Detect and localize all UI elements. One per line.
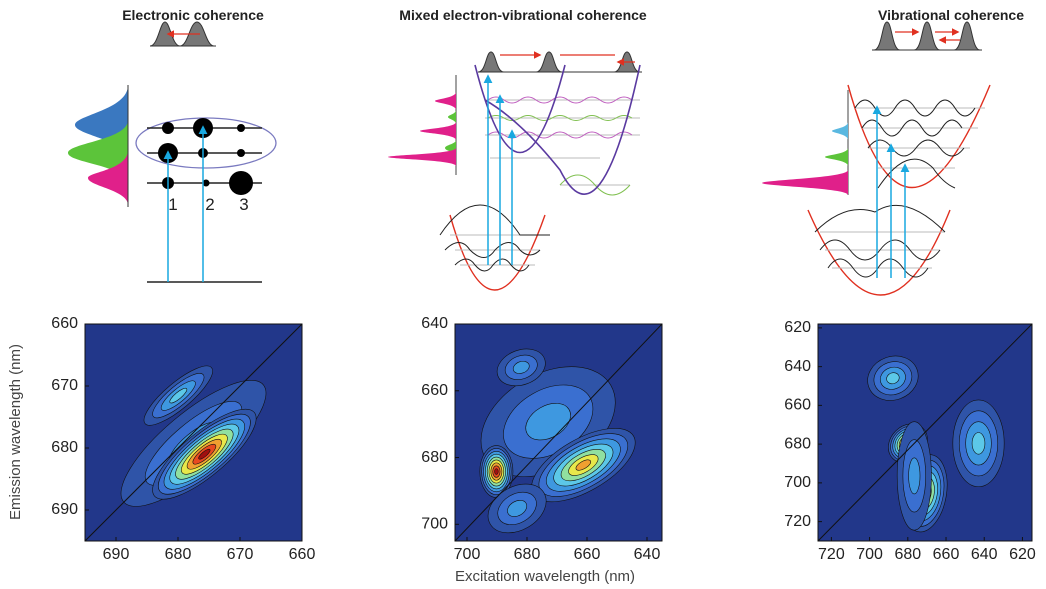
contour-level xyxy=(512,360,530,374)
x-tick-label: 660 xyxy=(289,546,316,563)
x-tick-label: 690 xyxy=(103,546,130,563)
x-tick-label: 620 xyxy=(1009,546,1036,563)
y-tick-label: 640 xyxy=(421,315,448,332)
x-tick-label: 720 xyxy=(818,546,845,563)
contour-level xyxy=(971,432,986,455)
panel-title: Mixed electron-vibrational coherence xyxy=(399,7,647,23)
x-tick-label: 700 xyxy=(454,546,481,563)
contour-level xyxy=(169,387,188,404)
electronic-diagram xyxy=(68,21,277,283)
panel-title: Electronic coherence xyxy=(122,7,264,23)
y-tick-label: 620 xyxy=(784,319,811,336)
contour-fill xyxy=(85,324,302,541)
x-tick-label: 640 xyxy=(634,546,661,563)
y-tick-label: 660 xyxy=(51,315,78,332)
x-tick-label: 700 xyxy=(856,546,883,563)
diagonal xyxy=(818,324,1032,541)
site-label: 1 xyxy=(168,195,177,214)
contour-level xyxy=(908,457,921,495)
x-tick-label: 660 xyxy=(933,546,960,563)
x-tick-label: 670 xyxy=(227,546,254,563)
y-tick-label: 680 xyxy=(421,449,448,466)
diagonal xyxy=(85,324,302,541)
contour-plot: 690 680 670 660 660 670 680 690 xyxy=(51,315,315,563)
contour-level xyxy=(886,372,900,385)
plot-frame xyxy=(817,323,1033,542)
contour-fill xyxy=(455,324,662,541)
y-tick-label: 680 xyxy=(51,439,78,456)
plot-frame xyxy=(84,323,303,542)
y-tick-label: 660 xyxy=(421,382,448,399)
site-label: 2 xyxy=(205,195,214,214)
contour-fill xyxy=(818,324,1032,541)
y-tick-label: 720 xyxy=(784,513,811,530)
site-label: 3 xyxy=(239,195,248,214)
contour-level xyxy=(575,459,592,471)
x-tick-label: 640 xyxy=(971,546,998,563)
y-tick-label: 680 xyxy=(784,435,811,452)
y-tick-label: 700 xyxy=(784,474,811,491)
y-tick-label: 690 xyxy=(51,501,78,518)
contour-plot: 700 680 660 640 640 660 680 700 xyxy=(421,315,663,563)
plot-frame xyxy=(454,323,663,542)
x-tick-label: 680 xyxy=(165,546,192,563)
mixed-diagram xyxy=(388,51,642,291)
contour-plot: 720 700 680 660 640 620 620 640 660 680 700 720 xyxy=(784,319,1036,563)
diagonal xyxy=(455,324,662,541)
x-tick-label: 680 xyxy=(514,546,541,563)
y-tick-label: 660 xyxy=(784,397,811,414)
y-tick-label: 670 xyxy=(51,377,78,394)
contour-level xyxy=(494,468,499,475)
y-tick-label: 640 xyxy=(784,358,811,375)
contour-level xyxy=(507,500,528,517)
y-axis-label: Emission wavelength (nm) xyxy=(7,344,24,520)
contour-level xyxy=(198,448,211,460)
x-tick-label: 660 xyxy=(574,546,601,563)
x-axis-label: Excitation wavelength (nm) xyxy=(455,568,635,585)
y-tick-label: 700 xyxy=(421,516,448,533)
vibrational-diagram xyxy=(762,21,991,296)
panel-title: Vibrational coherence xyxy=(878,7,1024,23)
x-tick-label: 680 xyxy=(894,546,921,563)
